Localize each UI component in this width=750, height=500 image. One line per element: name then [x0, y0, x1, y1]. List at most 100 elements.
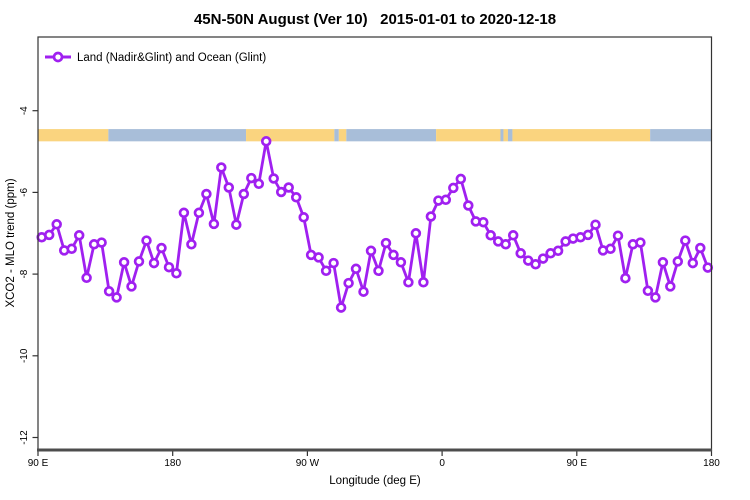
- data-point: [118, 257, 130, 268]
- surface-band-ocean: [334, 129, 339, 142]
- data-point: [283, 182, 294, 193]
- data-point: [178, 207, 190, 219]
- data-point: [695, 242, 706, 254]
- data-line: [40, 139, 710, 310]
- data-point: [73, 230, 85, 241]
- tick-layer: 90 E 180 90 W 0 90 E 180 -4 -6 -8 -10 -12: [19, 106, 720, 469]
- data-point: [530, 259, 541, 270]
- surface-band-ocean: [507, 129, 513, 142]
- data-point: [410, 228, 422, 239]
- data-point: [96, 237, 107, 248]
- data-point: [650, 292, 661, 303]
- data-point: [111, 292, 122, 303]
- x-tick-label: 90 W: [296, 458, 320, 469]
- data-point: [657, 257, 669, 268]
- data-point: [687, 257, 699, 269]
- x-tick-label: 180: [164, 458, 181, 469]
- surface-band-ocean: [346, 129, 437, 142]
- data-point: [343, 277, 354, 289]
- data-point: [590, 219, 601, 230]
- y-tick-label: -4: [19, 106, 30, 115]
- data-point: [365, 245, 377, 257]
- x-tick-label: 0: [439, 458, 445, 469]
- x-tick-label: 180: [703, 458, 720, 469]
- data-point: [500, 239, 511, 250]
- data-point: [605, 243, 616, 255]
- data-point: [66, 243, 77, 255]
- data-point: [260, 136, 272, 147]
- surface-band-land: [338, 129, 347, 142]
- x-axis-label: Longitude (deg E): [329, 475, 421, 487]
- data-point: [395, 257, 407, 268]
- data-point: [133, 256, 145, 267]
- data-point: [463, 200, 474, 211]
- surface-band-land: [503, 129, 508, 142]
- data-point: [253, 178, 265, 190]
- data-point: [43, 229, 55, 241]
- surface-band-land: [436, 129, 501, 142]
- surface-band-land: [512, 129, 651, 142]
- data-point: [635, 237, 646, 248]
- data-point: [455, 173, 467, 185]
- data-point: [403, 277, 414, 288]
- data-point: [275, 186, 287, 198]
- y-tick-label: -10: [19, 348, 30, 363]
- data-point: [537, 253, 549, 264]
- x-tick-label: 90 E: [567, 458, 588, 469]
- data-point: [358, 286, 369, 297]
- data-point: [298, 212, 309, 223]
- y-tick-label: -8: [19, 269, 30, 278]
- data-point: [156, 242, 167, 254]
- data-point: [380, 237, 392, 249]
- data-point: [320, 265, 332, 277]
- data-point: [313, 252, 324, 263]
- plot-box: [37, 36, 713, 451]
- data-point: [335, 302, 347, 313]
- data-point: [350, 263, 362, 275]
- data-point: [268, 173, 279, 184]
- chart-title: 45N-50N August (Ver 10) 2015-01-01 to 20…: [194, 11, 556, 28]
- data-point: [193, 207, 205, 219]
- data-point: [238, 188, 250, 200]
- y-tick-label: -12: [19, 430, 30, 445]
- legend-label: Land (Nadir&Glint) and Ocean (Glint): [77, 52, 266, 64]
- data-point: [163, 261, 175, 273]
- data-point: [582, 229, 594, 241]
- surface-band-layer: [38, 129, 712, 142]
- y-axis-label: XCO2 - MLO trend (ppm): [5, 178, 17, 307]
- surface-band-ocean: [500, 129, 504, 142]
- data-point: [425, 211, 437, 222]
- data-point: [507, 230, 519, 241]
- data-point: [223, 182, 235, 193]
- data-point: [440, 194, 452, 206]
- data-point: [171, 268, 182, 279]
- data-point: [478, 216, 489, 228]
- data-point: [208, 218, 220, 230]
- data-point: [702, 262, 714, 273]
- surface-band-ocean: [650, 129, 712, 142]
- data-point: [81, 272, 92, 284]
- data-point: [373, 265, 384, 277]
- data-point: [148, 257, 160, 269]
- data-point: [186, 239, 197, 250]
- data-point: [642, 285, 654, 297]
- data-point: [231, 219, 242, 230]
- legend: Land (Nadir&Glint) and Ocean (Glint): [45, 51, 266, 64]
- x-tick-label: 90 E: [28, 458, 49, 469]
- data-point: [201, 188, 212, 200]
- data-point: [141, 235, 152, 246]
- data-point: [485, 230, 496, 241]
- surface-band-land: [246, 129, 335, 142]
- surface-band-land: [38, 129, 109, 142]
- data-point: [246, 172, 257, 184]
- data-point: [612, 230, 624, 241]
- data-point: [51, 219, 62, 230]
- data-point: [680, 235, 691, 246]
- data-point: [328, 257, 339, 269]
- data-series-layer: [36, 136, 714, 313]
- legend-marker-icon: [52, 51, 64, 63]
- data-point: [388, 249, 399, 261]
- data-point: [290, 192, 302, 203]
